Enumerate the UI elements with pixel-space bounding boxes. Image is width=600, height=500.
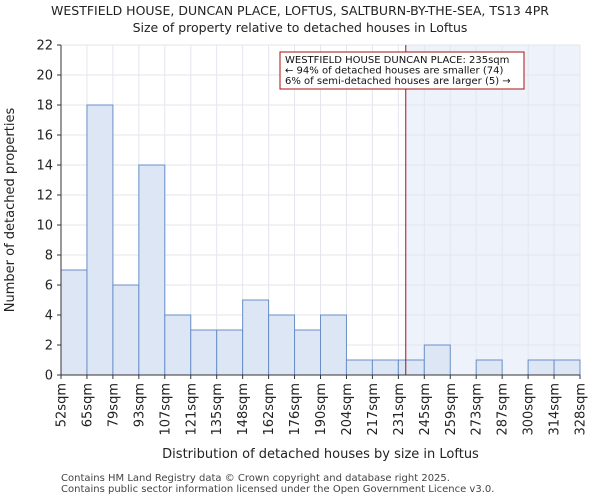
bar-162sqm [268, 314, 296, 376]
annotation-line-1: WESTFIELD HOUSE DUNCAN PLACE: 235sqm [285, 55, 509, 66]
annotation-line-2: ← 94% of detached houses are smaller (74… [285, 66, 503, 77]
y-tick-label: 18 [36, 99, 53, 114]
y-axis-label: Number of detached properties [3, 108, 18, 313]
y-tick-label: 6 [45, 279, 53, 294]
x-tick-label: 52sqm [55, 383, 70, 427]
x-tick-label: 93sqm [132, 383, 147, 427]
bar-135sqm [216, 329, 244, 376]
x-axis-label: Distribution of detached houses by size … [162, 447, 479, 462]
x-tick-label: 328sqm [574, 383, 589, 436]
x-tick-label: 287sqm [496, 383, 511, 436]
bar-204sqm [345, 359, 373, 376]
y-tick-label: 14 [36, 159, 53, 174]
y-tick-label: 2 [45, 339, 53, 354]
bar-148sqm [242, 299, 270, 376]
x-tick-label: 148sqm [236, 383, 251, 436]
chart-subtitle: Size of property relative to detached ho… [132, 20, 468, 35]
annotation-box: WESTFIELD HOUSE DUNCAN PLACE: 235sqm ← 9… [279, 51, 525, 90]
annotation-line-3: 6% of semi-detached houses are larger (5… [285, 76, 511, 87]
bar-273sqm [475, 359, 503, 376]
x-tick-label: 121sqm [184, 383, 199, 436]
x-tick-label: 204sqm [340, 383, 355, 436]
larger-region-highlight [405, 45, 580, 375]
bar-79sqm [112, 284, 140, 376]
y-tick-label: 8 [45, 249, 53, 264]
x-tick-label: 176sqm [288, 383, 303, 436]
y-tick-label: 20 [36, 69, 53, 84]
bar-314sqm [553, 359, 581, 376]
bar-217sqm [371, 359, 399, 376]
bar-65sqm [86, 104, 114, 376]
y-tick-label: 0 [45, 369, 53, 384]
x-tick-label: 245sqm [418, 383, 433, 436]
x-tick-label: 217sqm [366, 383, 381, 436]
x-tick-label: 231sqm [392, 383, 407, 436]
x-tick-label: 259sqm [444, 383, 459, 436]
y-tick-label: 16 [36, 129, 53, 144]
bar-245sqm [423, 344, 451, 376]
x-tick-label: 162sqm [262, 383, 277, 436]
y-tick-label: 12 [36, 189, 53, 204]
footer-line-1: Contains HM Land Registry data © Crown c… [61, 473, 450, 484]
x-tick-label: 190sqm [314, 383, 329, 436]
x-tick-label: 65sqm [80, 383, 95, 427]
x-tick-label: 107sqm [158, 383, 173, 436]
bar-176sqm [294, 329, 321, 376]
x-tick-label: 79sqm [106, 383, 121, 427]
y-tick-label: 10 [36, 219, 53, 234]
bar-93sqm [138, 164, 166, 376]
bar-107sqm [164, 314, 192, 376]
bar-300sqm [527, 359, 555, 376]
x-tick-label: 273sqm [470, 383, 485, 436]
bar-52sqm [60, 269, 88, 376]
bar-231sqm [397, 359, 425, 376]
y-tick-label: 4 [45, 309, 53, 324]
x-tick-label: 300sqm [522, 383, 537, 436]
y-tick-label: 22 [36, 39, 53, 54]
chart-title: WESTFIELD HOUSE, DUNCAN PLACE, LOFTUS, S… [51, 3, 549, 18]
footer-line-2: Contains public sector information licen… [61, 484, 495, 495]
x-tick-label: 135sqm [210, 383, 225, 436]
bar-121sqm [190, 329, 218, 376]
bar-190sqm [320, 314, 347, 376]
x-tick-label: 314sqm [548, 383, 563, 436]
